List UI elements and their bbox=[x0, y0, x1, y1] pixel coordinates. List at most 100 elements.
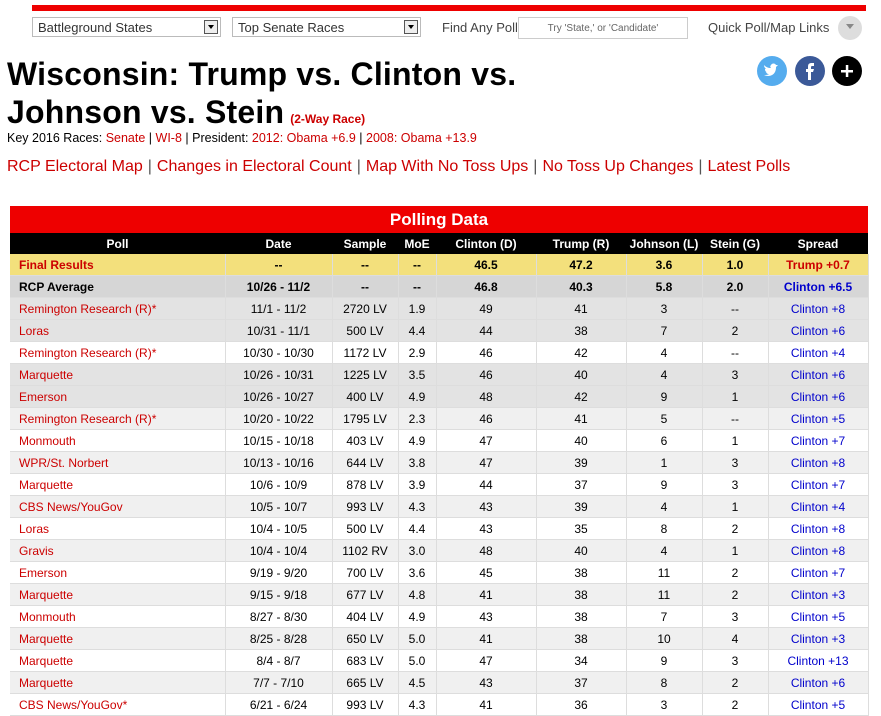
table-cell: 38 bbox=[536, 319, 627, 342]
table-cell: 40 bbox=[536, 539, 627, 562]
poll-name[interactable]: Marquette bbox=[10, 671, 226, 694]
poll-name[interactable]: Marquette bbox=[10, 649, 226, 672]
table-cell: 41 bbox=[536, 297, 627, 320]
key-link[interactable]: Senate bbox=[105, 131, 146, 145]
table-cell: 8/25 - 8/28 bbox=[225, 627, 333, 650]
table-cell: 1 bbox=[702, 429, 769, 452]
dropdown[interactable]: Battleground States bbox=[32, 17, 221, 37]
table-cell: 8 bbox=[626, 671, 703, 694]
separator: | bbox=[148, 131, 153, 145]
table-row: Final Results -- -- -- 46.5 47.2 3.6 1.0 Trump +… bbox=[10, 254, 869, 276]
table-cell: 4 bbox=[626, 539, 703, 562]
table-cell: 35 bbox=[536, 517, 627, 540]
table-cell: 2720 LV bbox=[332, 297, 399, 320]
table-cell: 10/26 - 11/2 bbox=[225, 275, 333, 298]
nav-link[interactable]: No Toss Up Changes bbox=[542, 158, 694, 175]
poll-name[interactable]: WPR/St. Norbert bbox=[10, 451, 226, 474]
poll-name[interactable]: Loras bbox=[10, 319, 226, 342]
poll-name[interactable]: Monmouth bbox=[10, 429, 226, 452]
table-cell: 1 bbox=[626, 451, 703, 474]
table-cell: 8/27 - 8/30 bbox=[225, 605, 333, 628]
table-row: Marquette 10/26 - 10/31 1225 LV 3.5 46 40 4 3 Cl… bbox=[10, 363, 869, 386]
table-cell: -- bbox=[702, 297, 769, 320]
table-cell: 3.0 bbox=[398, 539, 437, 562]
table-cell: Clinton +7 bbox=[768, 473, 869, 496]
poll-name[interactable]: Remington Research (R)* bbox=[10, 407, 226, 430]
table-cell: 43 bbox=[436, 671, 537, 694]
table-cell: -- bbox=[398, 254, 437, 276]
nav-links: RCP Electoral Map | Changes in Electoral C… bbox=[7, 158, 790, 176]
poll-name[interactable]: Remington Research (R)* bbox=[10, 297, 226, 320]
column-header: Poll bbox=[10, 233, 225, 254]
table-cell: Clinton +8 bbox=[768, 297, 869, 320]
poll-name[interactable]: Emerson bbox=[10, 561, 226, 584]
table-cell: 45 bbox=[436, 561, 537, 584]
table-cell: 10/6 - 10/9 bbox=[225, 473, 333, 496]
table-cell: Clinton +13 bbox=[768, 649, 869, 672]
facebook-button[interactable] bbox=[795, 56, 825, 86]
nav-link[interactable]: Changes in Electoral Count bbox=[156, 158, 352, 175]
poll-name[interactable]: Loras bbox=[10, 517, 226, 540]
table-cell: 38 bbox=[536, 627, 627, 650]
table-cell: 683 LV bbox=[332, 649, 399, 672]
nav-link[interactable]: RCP Electoral Map bbox=[7, 158, 143, 175]
table-cell: -- bbox=[702, 407, 769, 430]
table-cell: 8 bbox=[626, 517, 703, 540]
dropdown[interactable]: Top Senate Races bbox=[232, 17, 421, 37]
poll-name[interactable]: CBS News/YouGov bbox=[10, 495, 226, 518]
nav-link[interactable]: Map With No Toss Ups bbox=[365, 158, 529, 175]
table-cell: Clinton +3 bbox=[768, 583, 869, 606]
column-header: Date bbox=[225, 233, 332, 254]
table-row: RCP Average 10/26 - 11/2 -- -- 46.8 40.3 5.8 2.… bbox=[10, 275, 869, 298]
table-cell: 4.9 bbox=[398, 605, 437, 628]
share-button[interactable] bbox=[832, 56, 862, 86]
table-cell: 3 bbox=[702, 649, 769, 672]
poll-name[interactable]: Marquette bbox=[10, 473, 226, 496]
table-cell: 4 bbox=[626, 363, 703, 386]
key-link[interactable]: 2012: Obama +6.9 bbox=[251, 131, 356, 145]
nav-link[interactable]: Latest Polls bbox=[707, 158, 791, 175]
poll-name[interactable]: Remington Research (R)* bbox=[10, 341, 226, 364]
quick-links-button[interactable] bbox=[838, 16, 862, 40]
table-cell: 10/26 - 10/31 bbox=[225, 363, 333, 386]
table-cell: 46 bbox=[436, 341, 537, 364]
table-cell: 1.0 bbox=[702, 254, 769, 276]
table-cell: 49 bbox=[436, 297, 537, 320]
poll-name[interactable]: Marquette bbox=[10, 627, 226, 650]
table-cell: 2 bbox=[702, 671, 769, 694]
table-cell: 46 bbox=[436, 407, 537, 430]
table-cell: Clinton +7 bbox=[768, 429, 869, 452]
table-cell: 43 bbox=[436, 517, 537, 540]
table-cell: 40 bbox=[536, 429, 627, 452]
table-cell: Clinton +3 bbox=[768, 627, 869, 650]
table-cell: 677 LV bbox=[332, 583, 399, 606]
twitter-button[interactable] bbox=[757, 56, 787, 86]
quick-links[interactable]: Quick Poll/Map Links bbox=[708, 20, 830, 35]
poll-name[interactable]: Marquette bbox=[10, 583, 226, 606]
table-cell: 4 bbox=[702, 627, 769, 650]
table-cell: 11/1 - 11/2 bbox=[225, 297, 333, 320]
table-cell: 47.2 bbox=[536, 254, 627, 276]
table-cell: 41 bbox=[436, 583, 537, 606]
table-cell: 644 LV bbox=[332, 451, 399, 474]
poll-name[interactable]: Emerson bbox=[10, 385, 226, 408]
table-cell: 38 bbox=[536, 605, 627, 628]
table-row: Marquette 8/25 - 8/28 650 LV 5.0 41 38 10 4 Clin… bbox=[10, 627, 869, 650]
table-cell: 4.9 bbox=[398, 385, 437, 408]
table-cell: 10/26 - 10/27 bbox=[225, 385, 333, 408]
poll-name[interactable]: Marquette bbox=[10, 363, 226, 386]
table-cell: 3.6 bbox=[626, 254, 703, 276]
key-link[interactable]: WI-8 bbox=[155, 131, 182, 145]
table-cell: 39 bbox=[536, 495, 627, 518]
poll-name[interactable]: Gravis bbox=[10, 539, 226, 562]
column-header: MoE bbox=[398, 233, 436, 254]
poll-name[interactable]: Monmouth bbox=[10, 605, 226, 628]
search-input[interactable]: Try 'State,' or 'Candidate' bbox=[518, 17, 688, 39]
table-cell: 7 bbox=[626, 319, 703, 342]
table-cell: 500 LV bbox=[332, 319, 399, 342]
table-cell: 2.0 bbox=[702, 275, 769, 298]
find-label: Find Any Poll bbox=[442, 20, 518, 35]
key-link[interactable]: 2008: Obama +13.9 bbox=[366, 131, 477, 145]
table-cell: 43 bbox=[436, 495, 537, 518]
table-row: Emerson 9/19 - 9/20 700 LV 3.6 45 38 11 2 Clinto… bbox=[10, 561, 869, 584]
